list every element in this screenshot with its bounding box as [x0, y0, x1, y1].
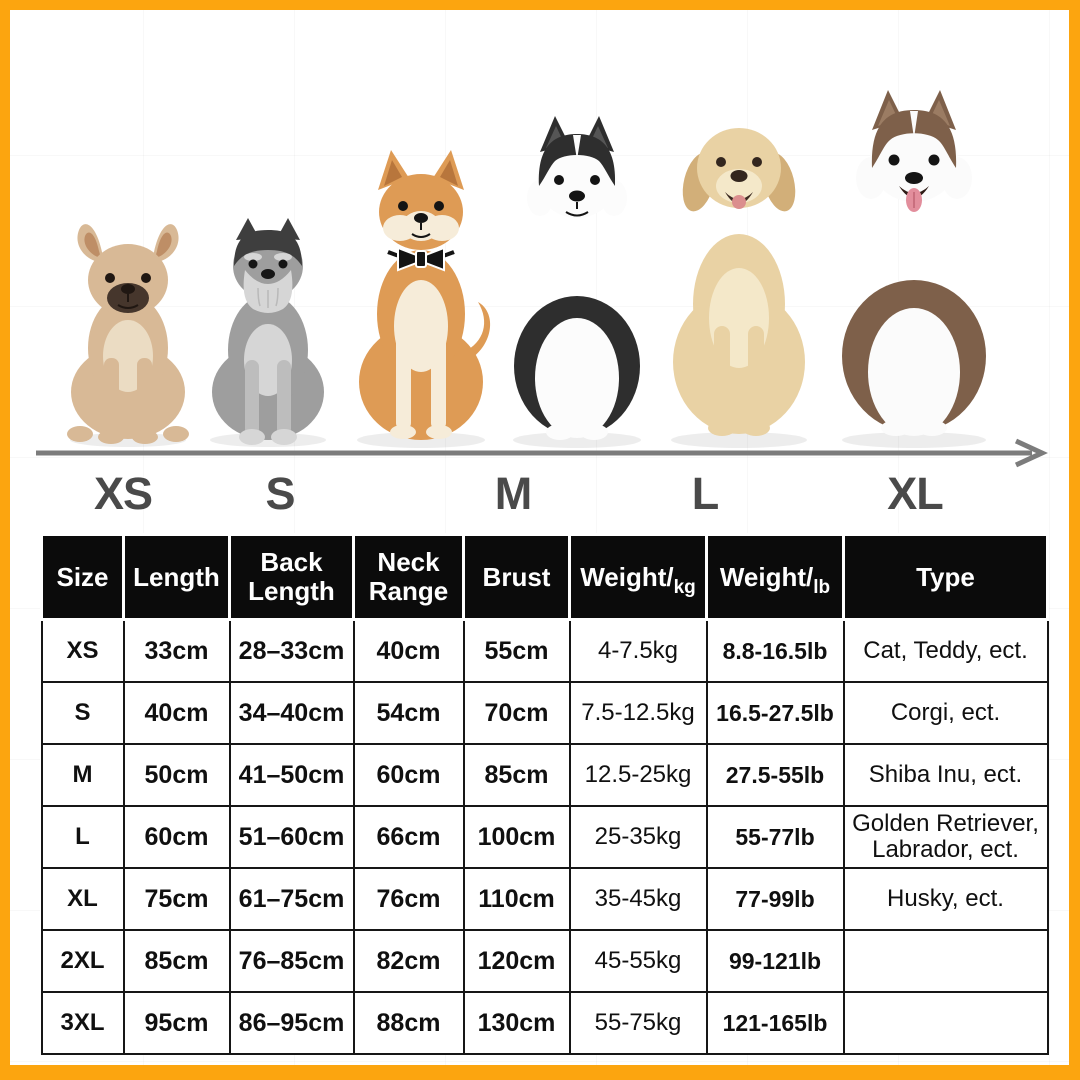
shiba-inu-illustration	[357, 150, 491, 448]
table-cell-type: Corgi, ect.	[842, 681, 1049, 745]
header-weight-kg: Weight/kg	[568, 533, 708, 621]
table-cell-kg: 55-75kg	[568, 991, 708, 1055]
table-cell-neck: 60cm	[352, 743, 465, 807]
table-cell-type	[842, 929, 1049, 993]
table-cell-brust: 70cm	[462, 681, 571, 745]
table-cell-back: 34–40cm	[228, 681, 355, 745]
dog-siberian-husky	[500, 114, 654, 448]
size-label-s: S	[265, 468, 295, 519]
table-cell-lb: 27.5-55lb	[705, 743, 845, 807]
table-cell-type: Cat, Teddy, ect.	[842, 618, 1049, 683]
table-cell-type: Golden Retriever, Labrador, ect.	[842, 805, 1049, 869]
dog-golden-retriever	[658, 104, 820, 448]
table-cell-back: 76–85cm	[228, 929, 355, 993]
siberian-husky-illustration	[513, 116, 641, 448]
size-table: Size Length Back Length Neck Range Brust…	[40, 533, 1049, 1055]
table-cell-lb: 99-121lb	[705, 929, 845, 993]
table-cell-length: 40cm	[122, 681, 231, 745]
table-cell-length: 85cm	[122, 929, 231, 993]
header-type: Type	[842, 533, 1049, 621]
table-cell-back: 28–33cm	[228, 618, 355, 683]
dog-alaskan-malamute	[826, 88, 1002, 448]
table-cell-size: XL	[40, 867, 125, 931]
table-cell-length: 33cm	[122, 618, 231, 683]
table-cell-length: 75cm	[122, 867, 231, 931]
table-cell-neck: 88cm	[352, 991, 465, 1055]
header-size: Size	[40, 533, 125, 621]
table-cell-brust: 55cm	[462, 618, 571, 683]
header-length: Length	[122, 533, 231, 621]
table-cell-neck: 66cm	[352, 805, 465, 869]
size-table-body: XS 33cm 28–33cm 40cm 55cm 4-7.5kg 8.8-16.5lb Ca…	[40, 618, 1049, 1055]
size-label-xl: XL	[887, 468, 944, 519]
table-row: S 40cm 34–40cm 54cm 70cm 7.5-12.5kg 16.5-27.5l…	[40, 681, 1049, 745]
table-row: L 60cm 51–60cm 66cm 100cm 25-35kg 55-77lb Golde…	[40, 805, 1049, 869]
table-cell-size: M	[40, 743, 125, 807]
table-cell-kg: 45-55kg	[568, 929, 708, 993]
miniature-schnauzer-illustration	[210, 218, 326, 447]
size-table-header: Size Length Back Length Neck Range Brust…	[40, 533, 1049, 621]
table-cell-neck: 40cm	[352, 618, 465, 683]
table-cell-back: 61–75cm	[228, 867, 355, 931]
table-cell-size: L	[40, 805, 125, 869]
table-cell-kg: 25-35kg	[568, 805, 708, 869]
size-label-m: M	[494, 468, 532, 519]
table-cell-type: Husky, ect.	[842, 867, 1049, 931]
dog-lineup	[10, 10, 1069, 1065]
table-cell-length: 95cm	[122, 991, 231, 1055]
header-brust: Brust	[462, 533, 571, 621]
french-bulldog-illustration	[67, 224, 189, 447]
table-cell-type: Shiba Inu, ect.	[842, 743, 1049, 807]
table-cell-back: 41–50cm	[228, 743, 355, 807]
table-cell-neck: 54cm	[352, 681, 465, 745]
header-row: Size Length Back Length Neck Range Brust…	[40, 533, 1049, 621]
dog-french-bulldog	[58, 218, 198, 448]
table-cell-size: 2XL	[40, 929, 125, 993]
table-cell-brust: 85cm	[462, 743, 571, 807]
table-cell-size: S	[40, 681, 125, 745]
table-cell-kg: 12.5-25kg	[568, 743, 708, 807]
table-cell-length: 50cm	[122, 743, 231, 807]
table-cell-size: XS	[40, 618, 125, 683]
dog-miniature-schnauzer	[198, 210, 338, 448]
table-cell-lb: 55-77lb	[705, 805, 845, 869]
header-neck-range: Neck Range	[352, 533, 465, 621]
size-label-l: L	[691, 468, 719, 519]
table-cell-lb: 121-165lb	[705, 991, 845, 1055]
table-row: XS 33cm 28–33cm 40cm 55cm 4-7.5kg 8.8-16.5lb Ca…	[40, 618, 1049, 683]
header-weight-lb: Weight/lb	[705, 533, 845, 621]
table-row: XL 75cm 61–75cm 76cm 110cm 35-45kg 77-99lb Husk…	[40, 867, 1049, 931]
table-cell-kg: 35-45kg	[568, 867, 708, 931]
table-row: 2XL 85cm 76–85cm 82cm 120cm 45-55kg 99-121lb	[40, 929, 1049, 993]
size-axis-arrow	[36, 438, 1048, 468]
golden-retriever-illustration	[671, 128, 807, 448]
size-label-xs: XS	[93, 468, 153, 519]
table-cell-brust: 130cm	[462, 991, 571, 1055]
table-cell-lb: 8.8-16.5lb	[705, 618, 845, 683]
table-cell-length: 60cm	[122, 805, 231, 869]
table-cell-back: 51–60cm	[228, 805, 355, 869]
table-cell-brust: 110cm	[462, 867, 571, 931]
table-cell-kg: 4-7.5kg	[568, 618, 708, 683]
table-cell-neck: 82cm	[352, 929, 465, 993]
table-cell-kg: 7.5-12.5kg	[568, 681, 708, 745]
table-cell-brust: 120cm	[462, 929, 571, 993]
header-back-length: Back Length	[228, 533, 355, 621]
table-cell-back: 86–95cm	[228, 991, 355, 1055]
table-cell-size: 3XL	[40, 991, 125, 1055]
table-cell-lb: 16.5-27.5lb	[705, 681, 845, 745]
table-row: 3XL 95cm 86–95cm 88cm 130cm 55-75kg 121-165lb	[40, 991, 1049, 1055]
table-cell-neck: 76cm	[352, 867, 465, 931]
dog-shiba-inu	[342, 144, 500, 448]
table-cell-lb: 77-99lb	[705, 867, 845, 931]
table-cell-brust: 100cm	[462, 805, 571, 869]
table-cell-type	[842, 991, 1049, 1055]
alaskan-malamute-illustration	[842, 90, 986, 448]
table-row: M 50cm 41–50cm 60cm 85cm 12.5-25kg 27.5-55lb Sh…	[40, 743, 1049, 807]
